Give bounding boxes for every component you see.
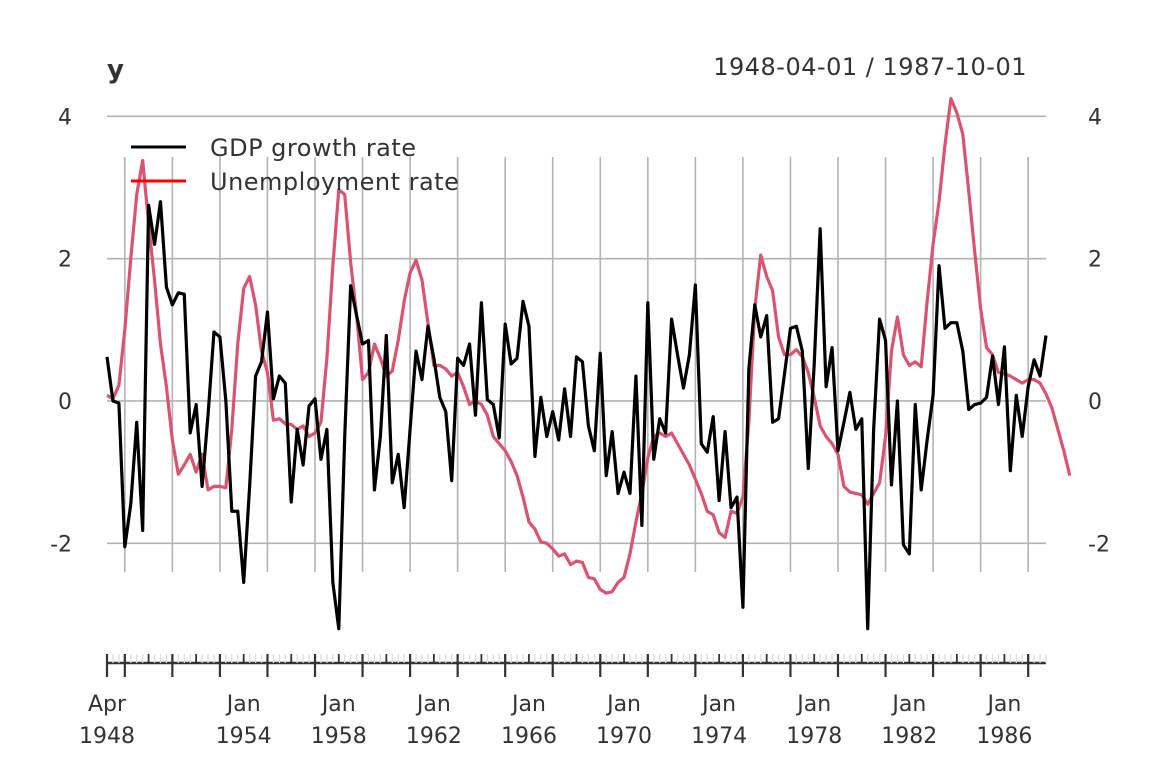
x-axis: Apr 1948 Jan 1954 Jan 1958 Jan 1962 Jan 1966 Jan 19…	[79, 654, 1047, 749]
x-tick-label-month: Jan	[985, 692, 1021, 717]
x-tick-label-year: 1974	[691, 724, 747, 749]
y-tick-label-right: 4	[1088, 105, 1102, 130]
vertical-gridlines	[124, 157, 1029, 572]
series-line-unemployment	[106, 96, 1072, 595]
y-tick-label-left: 4	[58, 105, 72, 130]
x-tick-label-month: Jan	[510, 692, 546, 717]
date-range: 1948-04-01 / 1987-10-01	[713, 53, 1027, 81]
legend-label-unemployment: Unemployment rate	[210, 168, 459, 196]
x-tick-label-year: 1978	[786, 724, 842, 749]
y-tick-label-left: 2	[58, 248, 72, 273]
x-tick-label-month: Jan	[225, 692, 261, 717]
x-tick-label-month: Jan	[700, 692, 736, 717]
y-tick-label-left: -2	[50, 532, 72, 557]
x-tick-label-month: Jan	[795, 692, 831, 717]
series-layer	[105, 96, 1072, 631]
x-tick-label-year: 1966	[501, 724, 557, 749]
y-tick-label-right: -2	[1088, 532, 1110, 557]
y-tick-label-left: 0	[58, 390, 72, 415]
y-tick-label-right: 2	[1088, 248, 1102, 273]
x-tick-label-month: Jan	[605, 692, 641, 717]
x-tick-label-month: Jan	[320, 692, 356, 717]
x-tick-label-year: 1962	[406, 724, 462, 749]
x-tick-label-year: 1986	[976, 724, 1032, 749]
y-tick-label-right: 0	[1088, 390, 1102, 415]
legend: GDP growth rate Unemployment rate	[131, 134, 459, 196]
series-line-gdp	[105, 200, 1048, 631]
x-tick-label-year: 1954	[216, 724, 272, 749]
y-axis-labels: -2 -2 0 0 2 2 4 4	[50, 105, 1110, 557]
x-tick-label-month: Apr	[88, 692, 127, 717]
x-tick-label-month: Jan	[890, 692, 926, 717]
x-tick-label-year: 1982	[881, 724, 937, 749]
x-tick-label-year: 1958	[311, 724, 367, 749]
x-tick-label-month: Jan	[415, 692, 451, 717]
legend-label-gdp: GDP growth rate	[210, 134, 417, 162]
x-tick-label-year: 1948	[79, 724, 135, 749]
x-tick-label-year: 1970	[596, 724, 652, 749]
chart-title: y	[107, 55, 124, 85]
